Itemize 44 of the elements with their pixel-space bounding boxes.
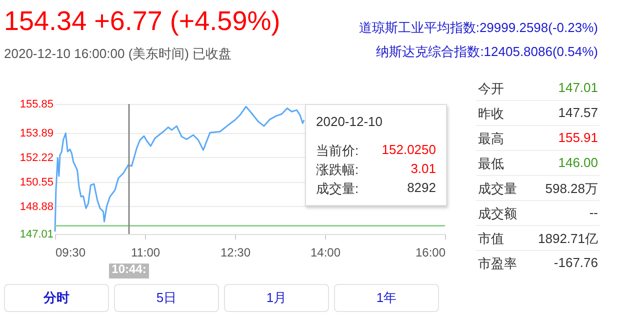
y-tick-label: 153.89 bbox=[20, 127, 54, 140]
text: 市盈率 bbox=[478, 255, 517, 273]
chart-subtitle: 2020-12-10 16:00:00 (美东时间) 已收盘 bbox=[4, 45, 232, 63]
text: 1892.71亿 bbox=[538, 230, 598, 248]
y-tick-label: 147.01 bbox=[20, 228, 54, 240]
text: 146.00 bbox=[558, 155, 598, 170]
annotation: 当前价: bbox=[316, 142, 359, 160]
text: 市值 bbox=[478, 230, 504, 248]
text: -167.76 bbox=[554, 255, 598, 270]
text: 纳斯达克综合指数:12405.8086(0.54%) bbox=[376, 43, 598, 61]
text: 成交额 bbox=[478, 205, 517, 223]
y-tick-label: 150.55 bbox=[20, 176, 54, 188]
text: 1月 bbox=[224, 284, 329, 312]
annotation: 3.01 bbox=[410, 161, 436, 176]
text: 5日 bbox=[114, 284, 219, 312]
text: 昨收 bbox=[478, 105, 504, 123]
x-tick-label: 12:30 bbox=[220, 246, 251, 260]
text: 155.91 bbox=[558, 130, 598, 145]
x-tick-label: 09:30 bbox=[56, 246, 86, 260]
annotation: 152.0250 bbox=[382, 142, 436, 157]
text: 今开 bbox=[478, 80, 504, 98]
text: 147.57 bbox=[558, 105, 598, 120]
text: 10:44: bbox=[112, 262, 146, 276]
annotation: 成交量: bbox=[316, 180, 359, 198]
y-tick-label: 148.88 bbox=[20, 201, 54, 213]
x-tick-label: 11:00 bbox=[130, 246, 160, 260]
text: -- bbox=[589, 205, 598, 220]
annotation: 2020-12-10 bbox=[316, 114, 382, 129]
text: 成交量 bbox=[478, 180, 517, 198]
text: 1年 bbox=[334, 284, 439, 312]
y-tick-label: 152.22 bbox=[20, 152, 54, 164]
text: 147.01 bbox=[558, 80, 598, 95]
text: 598.28万 bbox=[545, 180, 598, 198]
text: 分时 bbox=[4, 284, 109, 312]
x-tick-label: 16:00 bbox=[415, 246, 446, 260]
annotation: 涨跌幅: bbox=[316, 161, 359, 179]
text: 最高 bbox=[478, 130, 504, 148]
y-tick-label: 155.85 bbox=[20, 98, 54, 110]
text: 道琼斯工业平均指数:29999.2598(-0.23%) bbox=[358, 19, 598, 37]
annotation: 8292 bbox=[407, 180, 436, 195]
x-tick-label: 14:00 bbox=[310, 246, 341, 260]
text: 最低 bbox=[478, 155, 504, 173]
chart-title: 154.34 +6.77 (+4.59%) bbox=[4, 6, 280, 37]
line-series bbox=[54, 106, 305, 232]
